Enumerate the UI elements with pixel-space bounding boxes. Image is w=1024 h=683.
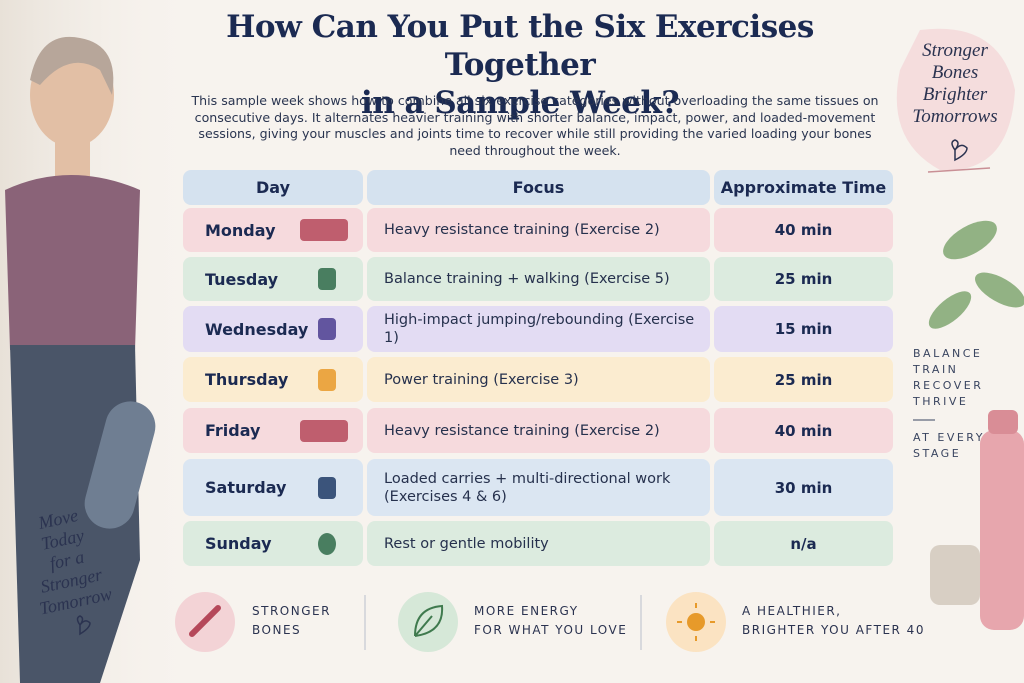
focus-cell: Loaded carries + multi-directional work …: [367, 459, 710, 516]
tagline-line: STAGE: [913, 447, 962, 460]
footer-item: STRONGER BONES: [252, 602, 331, 640]
footer-item: MORE ENERGY FOR WHAT YOU LOVE: [474, 602, 627, 640]
time-cell: 30 min: [714, 459, 893, 516]
column-header: Day: [183, 170, 363, 205]
focus-cell: Rest or gentle mobility: [367, 521, 710, 566]
column-header: Focus: [367, 170, 710, 205]
footer-line: BONES: [252, 623, 302, 637]
side-word: RECOVER: [913, 379, 984, 392]
column-header: Approximate Time: [714, 170, 893, 205]
day-cell: Tuesday: [183, 257, 363, 301]
day-icon: [318, 532, 336, 555]
side-word: BALANCE: [913, 347, 983, 360]
time-cell: 25 min: [714, 257, 893, 301]
focus-cell: Heavy resistance training (Exercise 2): [367, 208, 710, 252]
time-cell: 40 min: [714, 208, 893, 252]
day-cell: Saturday: [183, 459, 363, 516]
day-cell: Monday: [183, 208, 363, 252]
time-cell: n/a: [714, 521, 893, 566]
footer-line: STRONGER: [252, 604, 331, 618]
day-icon: [300, 419, 348, 442]
side-tagline: AT EVERY STAGE: [913, 430, 985, 462]
day-icon: [318, 318, 336, 340]
day-cell: Thursday: [183, 357, 363, 402]
time-cell: 40 min: [714, 408, 893, 453]
day-cell: Wednesday: [183, 306, 363, 352]
note: Move Today for a Stronger Tomorrow: [2, 498, 131, 624]
footer-line: A HEALTHIER,: [742, 604, 842, 618]
side-words: BALANCE TRAIN RECOVER THRIVE: [913, 346, 983, 410]
footer-line: FOR WHAT YOU LOVE: [474, 623, 628, 637]
footer-line: BRIGHTER YOU AFTER 40: [742, 623, 925, 637]
day-icon: [318, 268, 336, 290]
time-cell: 15 min: [714, 306, 893, 352]
badge: Stronger Bones Brighter Tomorrows: [900, 40, 1010, 128]
title-line: in a Sample Week?: [360, 85, 680, 121]
title-line: How Can You Put the Six Exercises Togeth…: [226, 9, 814, 83]
day-icon: [318, 476, 336, 499]
title: How Can You Put the Six Exercises Togeth…: [160, 8, 880, 122]
focus-cell: Power training (Exercise 3): [367, 357, 710, 402]
tagline-line: AT EVERY: [913, 431, 985, 444]
badge-line: Tomorrows: [912, 106, 998, 127]
badge-line: Stronger: [922, 40, 988, 61]
time-cell: 25 min: [714, 357, 893, 402]
intro: This sample week shows how to combine al…: [191, 93, 879, 158]
focus-cell: Balance training + walking (Exercise 5): [367, 257, 710, 301]
side-word: TRAIN: [913, 363, 959, 376]
day-icon: [300, 219, 348, 241]
footer-item: A HEALTHIER, BRIGHTER YOU AFTER 40: [742, 602, 925, 640]
focus-cell: High-impact jumping/rebounding (Exercise…: [367, 306, 710, 352]
footer-line: MORE ENERGY: [474, 604, 579, 618]
focus-cell: Heavy resistance training (Exercise 2): [367, 408, 710, 453]
side-word: THRIVE: [913, 395, 969, 408]
badge-line: Brighter: [922, 84, 988, 105]
day-icon: [318, 368, 336, 391]
day-cell: Sunday: [183, 521, 363, 566]
badge-line: Bones: [931, 62, 979, 83]
